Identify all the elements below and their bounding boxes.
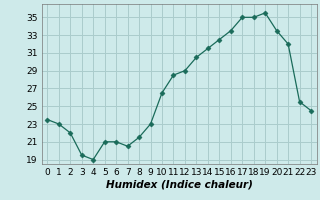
X-axis label: Humidex (Indice chaleur): Humidex (Indice chaleur): [106, 180, 252, 190]
